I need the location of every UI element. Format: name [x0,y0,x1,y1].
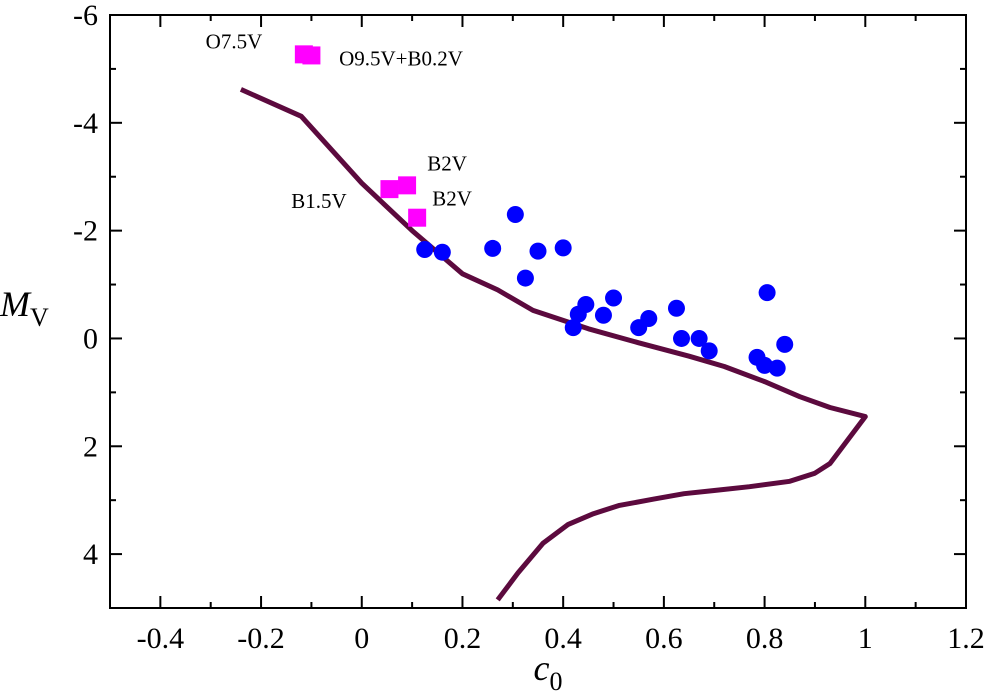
x-axis-title-main: c [534,648,550,688]
star-point [484,239,502,257]
star-point [776,335,794,353]
star-point [690,329,708,347]
y-axis-title: MV [0,284,49,332]
star-point [768,359,786,377]
spectral-type-label: O9.5V+B0.2V [339,47,463,71]
x-tick-label: 1 [858,622,873,655]
star-point [700,342,718,360]
zams-line [239,87,868,602]
x-tick-label: 0.2 [444,622,482,655]
x-axis-title: c0 [534,648,563,696]
y-tick-label: 2 [83,430,98,463]
data-series [239,45,868,602]
axis-ticks [109,14,967,609]
star-point [529,242,547,260]
star-point [605,289,623,307]
star-point [554,239,572,257]
plot-frame [109,14,967,609]
spectral-type-label: B1.5V [291,189,346,213]
star-point [673,329,691,347]
x-axis-tick-labels: -0.4 -0.2 0 0.2 0.4 0.6 0.8 1 1.2 [137,622,985,655]
star-point [564,319,582,337]
y-axis-title-main: M [0,284,32,324]
x-tick-label: 0.4 [544,622,582,655]
standard-star-marker [408,208,427,227]
star-point [433,243,451,261]
star-point [594,306,612,324]
y-axis-title-subscript: V [30,303,49,332]
standard-star-marker [302,46,321,65]
y-tick-label: -2 [73,215,98,248]
x-tick-label: 1.2 [947,622,985,655]
y-tick-label: 4 [83,538,98,571]
x-tick-label: 0.8 [746,622,784,655]
star-point [640,310,658,328]
x-tick-label: -0.4 [137,622,185,655]
star-point [667,299,685,317]
y-tick-label: -6 [73,0,98,32]
x-axis-title-subscript: 0 [549,667,562,696]
annotations: O7.5V O9.5V+B0.2V B2V B1.5V B2V [206,29,472,213]
star-point [577,295,595,313]
y-axis-tick-labels: -6 -4 -2 0 2 4 [73,0,98,571]
y-tick-label: 0 [83,322,98,355]
standard-star-marker [398,176,417,195]
standard-star-marker [380,180,399,199]
y-tick-label: -4 [73,107,98,140]
star-point [516,269,534,287]
spectral-type-label: O7.5V [206,29,263,53]
spectral-type-label: B2V [427,151,467,175]
x-tick-label: -0.2 [237,622,285,655]
x-tick-label: 0 [354,622,369,655]
star-point [416,241,434,259]
star-point [506,205,524,223]
spectral-type-label: B2V [432,186,472,210]
star-point [758,284,776,302]
x-tick-label: 0.6 [645,622,683,655]
